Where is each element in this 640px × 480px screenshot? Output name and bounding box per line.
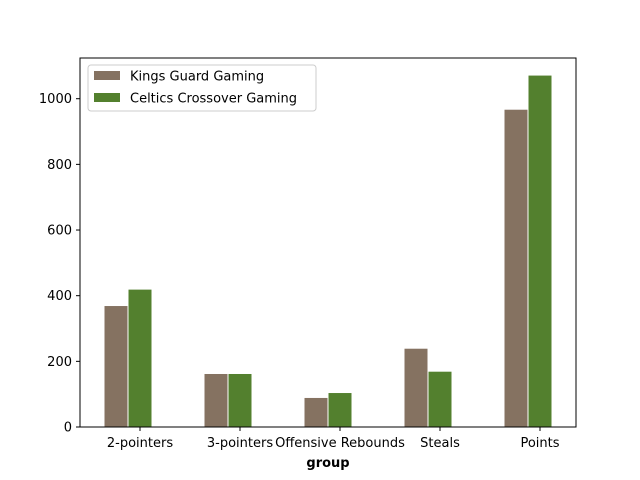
bar-series2-4 — [527, 74, 553, 428]
x-tick-label: 3-pointers — [207, 436, 273, 451]
bar-series1-4 — [503, 108, 529, 428]
x-axis: 2-pointers 3-pointers Offensive Rebounds St… — [107, 427, 560, 451]
bar-series2-2 — [327, 392, 353, 428]
y-tick-label: 600 — [47, 224, 72, 239]
legend-swatch — [94, 93, 120, 102]
legend-label: Kings Guard Gaming — [130, 70, 264, 85]
y-tick-label: 800 — [47, 158, 72, 173]
bar-series2-1 — [227, 372, 253, 428]
bar-series2-0 — [127, 288, 153, 428]
y-tick-label: 0 — [64, 421, 72, 436]
y-tick-label: 200 — [47, 355, 72, 370]
y-axis: 0 200 400 600 800 1000 — [39, 92, 80, 436]
legend-swatch — [94, 71, 120, 80]
bar-series2-3 — [427, 370, 453, 428]
x-tick-label: Steals — [420, 436, 460, 451]
plot-frame — [79, 57, 577, 428]
legend: Kings Guard Gaming Celtics Crossover Gami… — [87, 64, 317, 112]
legend-frame — [87, 64, 317, 112]
x-tick-label: Offensive Rebounds — [275, 436, 405, 451]
x-tick-label: 2-pointers — [107, 436, 173, 451]
bar-series1-1 — [203, 372, 229, 428]
legend-label: Celtics Crossover Gaming — [130, 92, 297, 107]
x-tick-label: Points — [520, 436, 559, 451]
bars-group — [103, 74, 553, 428]
bar-series1-2 — [303, 396, 329, 428]
y-tick-label: 400 — [47, 289, 72, 304]
x-axis-label: group — [306, 456, 349, 471]
bar-series1-3 — [403, 347, 429, 428]
bar-series1-0 — [103, 305, 129, 428]
y-tick-label: 1000 — [39, 92, 72, 107]
